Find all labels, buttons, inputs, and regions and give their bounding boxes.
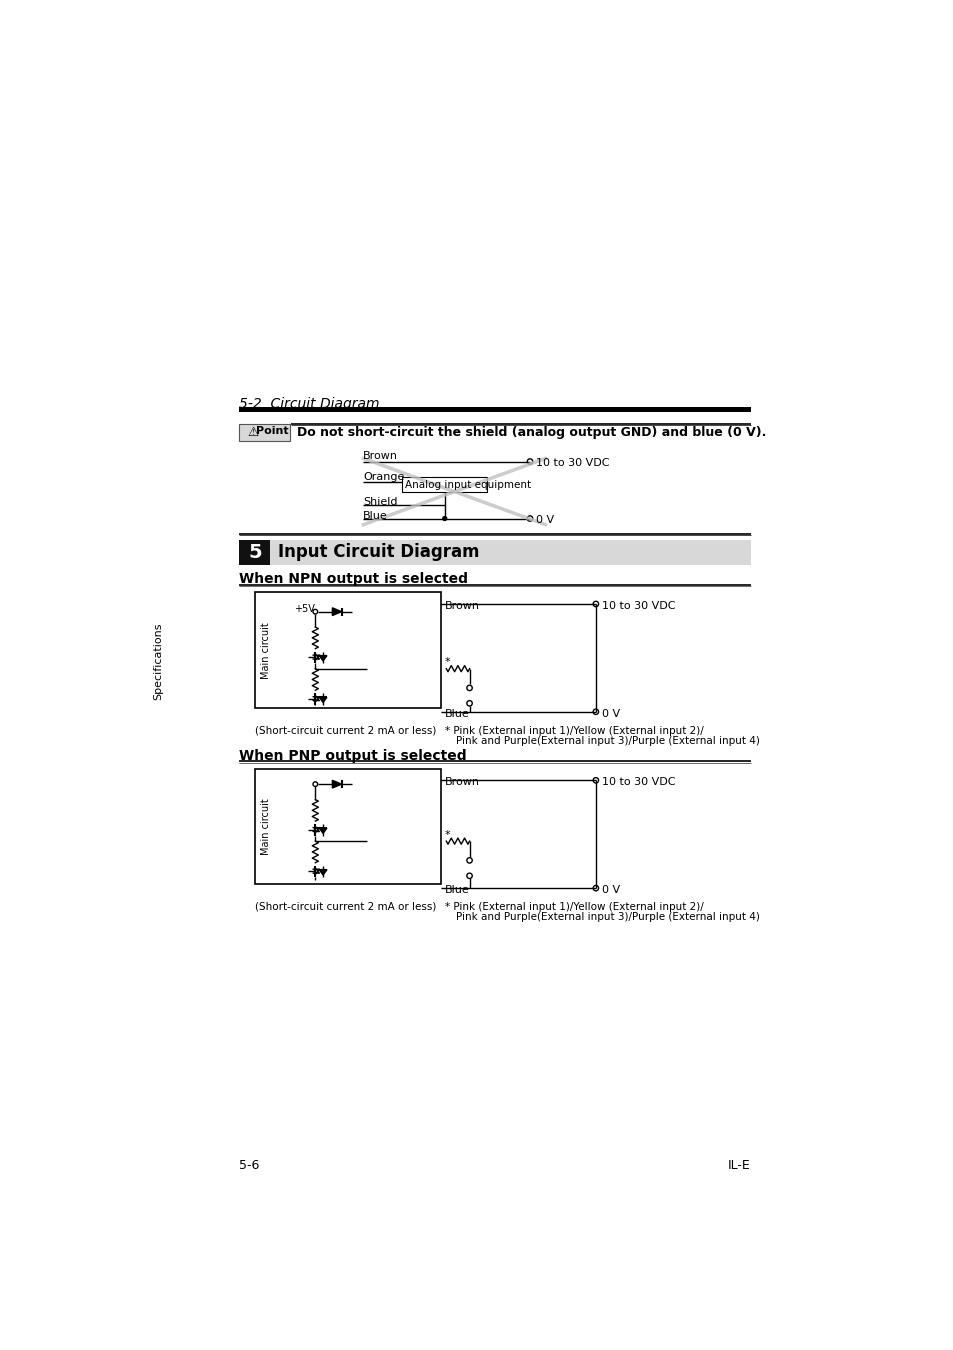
Text: +5V: +5V — [294, 603, 314, 614]
Polygon shape — [319, 697, 327, 702]
Text: *: * — [444, 830, 450, 840]
Text: When PNP output is selected: When PNP output is selected — [239, 749, 467, 763]
Text: 5: 5 — [248, 543, 261, 562]
Circle shape — [466, 686, 472, 691]
Text: 10 to 30 VDC: 10 to 30 VDC — [601, 601, 675, 612]
Text: 0 V: 0 V — [601, 886, 619, 895]
Text: Blue: Blue — [444, 886, 469, 895]
Text: Brown: Brown — [444, 601, 479, 612]
Text: * Pink (External input 1)/Yellow (External input 2)/: * Pink (External input 1)/Yellow (Extern… — [444, 726, 702, 736]
Text: Main circuit: Main circuit — [260, 798, 271, 855]
Circle shape — [466, 873, 472, 879]
Text: When NPN output is selected: When NPN output is selected — [239, 572, 468, 586]
Text: Pink and Purple(External input 3)/Purple (External input 4): Pink and Purple(External input 3)/Purple… — [456, 736, 760, 745]
Circle shape — [466, 701, 472, 706]
Text: 10 to 30 VDC: 10 to 30 VDC — [536, 459, 609, 468]
Bar — [402, 477, 487, 493]
Polygon shape — [332, 780, 341, 788]
Text: Do not short-circuit the shield (analog output GND) and blue (0 V).: Do not short-circuit the shield (analog … — [297, 427, 766, 439]
Polygon shape — [319, 656, 327, 662]
Text: Orange: Orange — [363, 472, 404, 482]
Text: *: * — [444, 657, 450, 667]
Text: Input Circuit Diagram: Input Circuit Diagram — [278, 544, 479, 562]
Text: Main circuit: Main circuit — [260, 622, 271, 679]
Text: ⚠: ⚠ — [247, 425, 258, 439]
Circle shape — [466, 857, 472, 863]
Circle shape — [593, 886, 598, 891]
Text: * Pink (External input 1)/Yellow (External input 2)/: * Pink (External input 1)/Yellow (Extern… — [444, 902, 702, 913]
Text: (Short-circuit current 2 mA or less): (Short-circuit current 2 mA or less) — [254, 726, 436, 736]
Text: 5-2  Circuit Diagram: 5-2 Circuit Diagram — [239, 397, 379, 410]
Text: 10 to 30 VDC: 10 to 30 VDC — [601, 778, 675, 787]
Text: Point: Point — [256, 427, 289, 436]
Polygon shape — [319, 828, 327, 833]
Polygon shape — [319, 869, 327, 875]
Circle shape — [593, 601, 598, 606]
Bar — [239, 406, 750, 412]
Text: 0 V: 0 V — [601, 709, 619, 718]
Polygon shape — [332, 608, 341, 616]
Text: Analog input equipment: Analog input equipment — [405, 481, 531, 490]
Circle shape — [442, 517, 446, 521]
Text: 5-6: 5-6 — [239, 1160, 259, 1172]
Text: (Short-circuit current 2 mA or less): (Short-circuit current 2 mA or less) — [254, 902, 436, 913]
Circle shape — [313, 609, 317, 614]
Bar — [270, 540, 750, 564]
Text: Brown: Brown — [363, 451, 398, 460]
Text: Shield: Shield — [363, 497, 397, 508]
Circle shape — [593, 778, 598, 783]
Bar — [254, 768, 440, 884]
Text: Brown: Brown — [444, 778, 479, 787]
Text: Pink and Purple(External input 3)/Purple (External input 4): Pink and Purple(External input 3)/Purple… — [456, 913, 760, 922]
Bar — [254, 593, 440, 707]
Text: IL-E: IL-E — [727, 1160, 750, 1172]
Text: Specifications: Specifications — [152, 622, 163, 701]
Circle shape — [527, 459, 532, 464]
Circle shape — [527, 516, 532, 521]
Circle shape — [313, 782, 317, 787]
Text: Blue: Blue — [363, 510, 388, 521]
Circle shape — [593, 709, 598, 714]
Text: Blue: Blue — [444, 709, 469, 718]
Bar — [239, 424, 290, 440]
Text: 0 V: 0 V — [536, 516, 554, 525]
Bar — [239, 540, 270, 564]
